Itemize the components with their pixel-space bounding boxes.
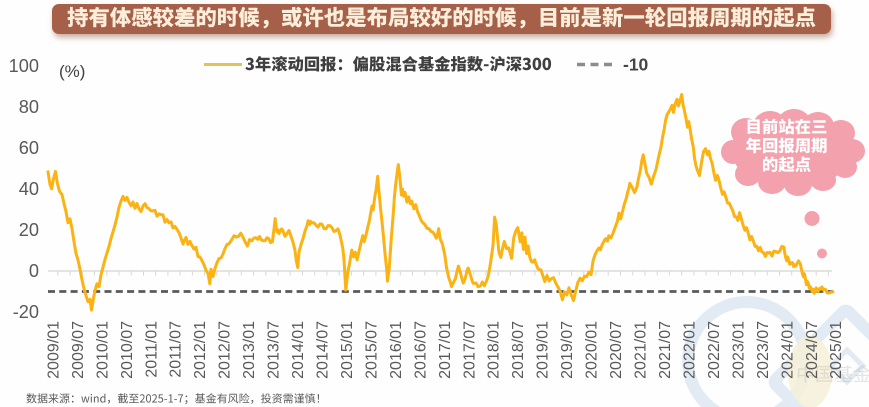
- svg-text:2017/07: 2017/07: [461, 321, 478, 379]
- svg-text:2018/01: 2018/01: [486, 321, 503, 379]
- svg-text:2024/01: 2024/01: [779, 321, 796, 379]
- svg-text:0: 0: [29, 261, 39, 281]
- svg-text:2011/01: 2011/01: [143, 321, 160, 378]
- svg-text:2024/07: 2024/07: [804, 321, 821, 379]
- svg-text:2015/01: 2015/01: [339, 321, 356, 379]
- svg-text:2019/07: 2019/07: [559, 321, 576, 379]
- svg-text:2015/07: 2015/07: [363, 321, 380, 379]
- svg-text:2021/07: 2021/07: [657, 321, 674, 379]
- svg-text:2020/07: 2020/07: [608, 321, 625, 379]
- svg-text:2010/01: 2010/01: [94, 321, 111, 379]
- svg-text:2009/01: 2009/01: [45, 321, 62, 379]
- svg-text:-20: -20: [13, 302, 39, 322]
- svg-text:2025/01: 2025/01: [828, 321, 845, 379]
- svg-text:2016/07: 2016/07: [412, 321, 429, 379]
- svg-text:(%): (%): [59, 62, 85, 81]
- svg-text:2022/01: 2022/01: [681, 321, 698, 379]
- svg-text:2013/07: 2013/07: [266, 321, 283, 379]
- svg-text:2022/07: 2022/07: [706, 321, 723, 379]
- svg-text:2010/07: 2010/07: [119, 321, 136, 379]
- svg-text:2023/01: 2023/01: [730, 321, 747, 379]
- svg-text:2012/07: 2012/07: [217, 321, 234, 379]
- svg-text:2014/01: 2014/01: [290, 321, 307, 379]
- svg-text:-10: -10: [623, 55, 649, 75]
- svg-text:100: 100: [9, 56, 39, 76]
- svg-text:2011/07: 2011/07: [168, 321, 185, 378]
- svg-text:2020/01: 2020/01: [584, 321, 601, 379]
- svg-text:20: 20: [19, 220, 39, 240]
- svg-text:40: 40: [19, 179, 39, 199]
- svg-text:80: 80: [19, 97, 39, 117]
- svg-text:2013/01: 2013/01: [241, 321, 258, 379]
- svg-text:2016/01: 2016/01: [388, 321, 405, 379]
- svg-text:60: 60: [19, 138, 39, 158]
- svg-text:2023/07: 2023/07: [755, 321, 772, 379]
- svg-text:2021/01: 2021/01: [633, 321, 650, 379]
- svg-text:2018/07: 2018/07: [510, 321, 527, 379]
- svg-text:2019/01: 2019/01: [535, 321, 552, 379]
- svg-text:2014/07: 2014/07: [315, 321, 332, 379]
- svg-text:2012/01: 2012/01: [192, 321, 209, 379]
- svg-text:2009/07: 2009/07: [70, 321, 87, 379]
- svg-text:2017/01: 2017/01: [437, 321, 454, 379]
